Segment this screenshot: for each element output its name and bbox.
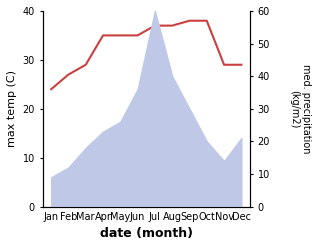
Y-axis label: med. precipitation
(kg/m2): med. precipitation (kg/m2) <box>289 64 311 154</box>
X-axis label: date (month): date (month) <box>100 227 193 240</box>
Y-axis label: max temp (C): max temp (C) <box>7 70 17 147</box>
